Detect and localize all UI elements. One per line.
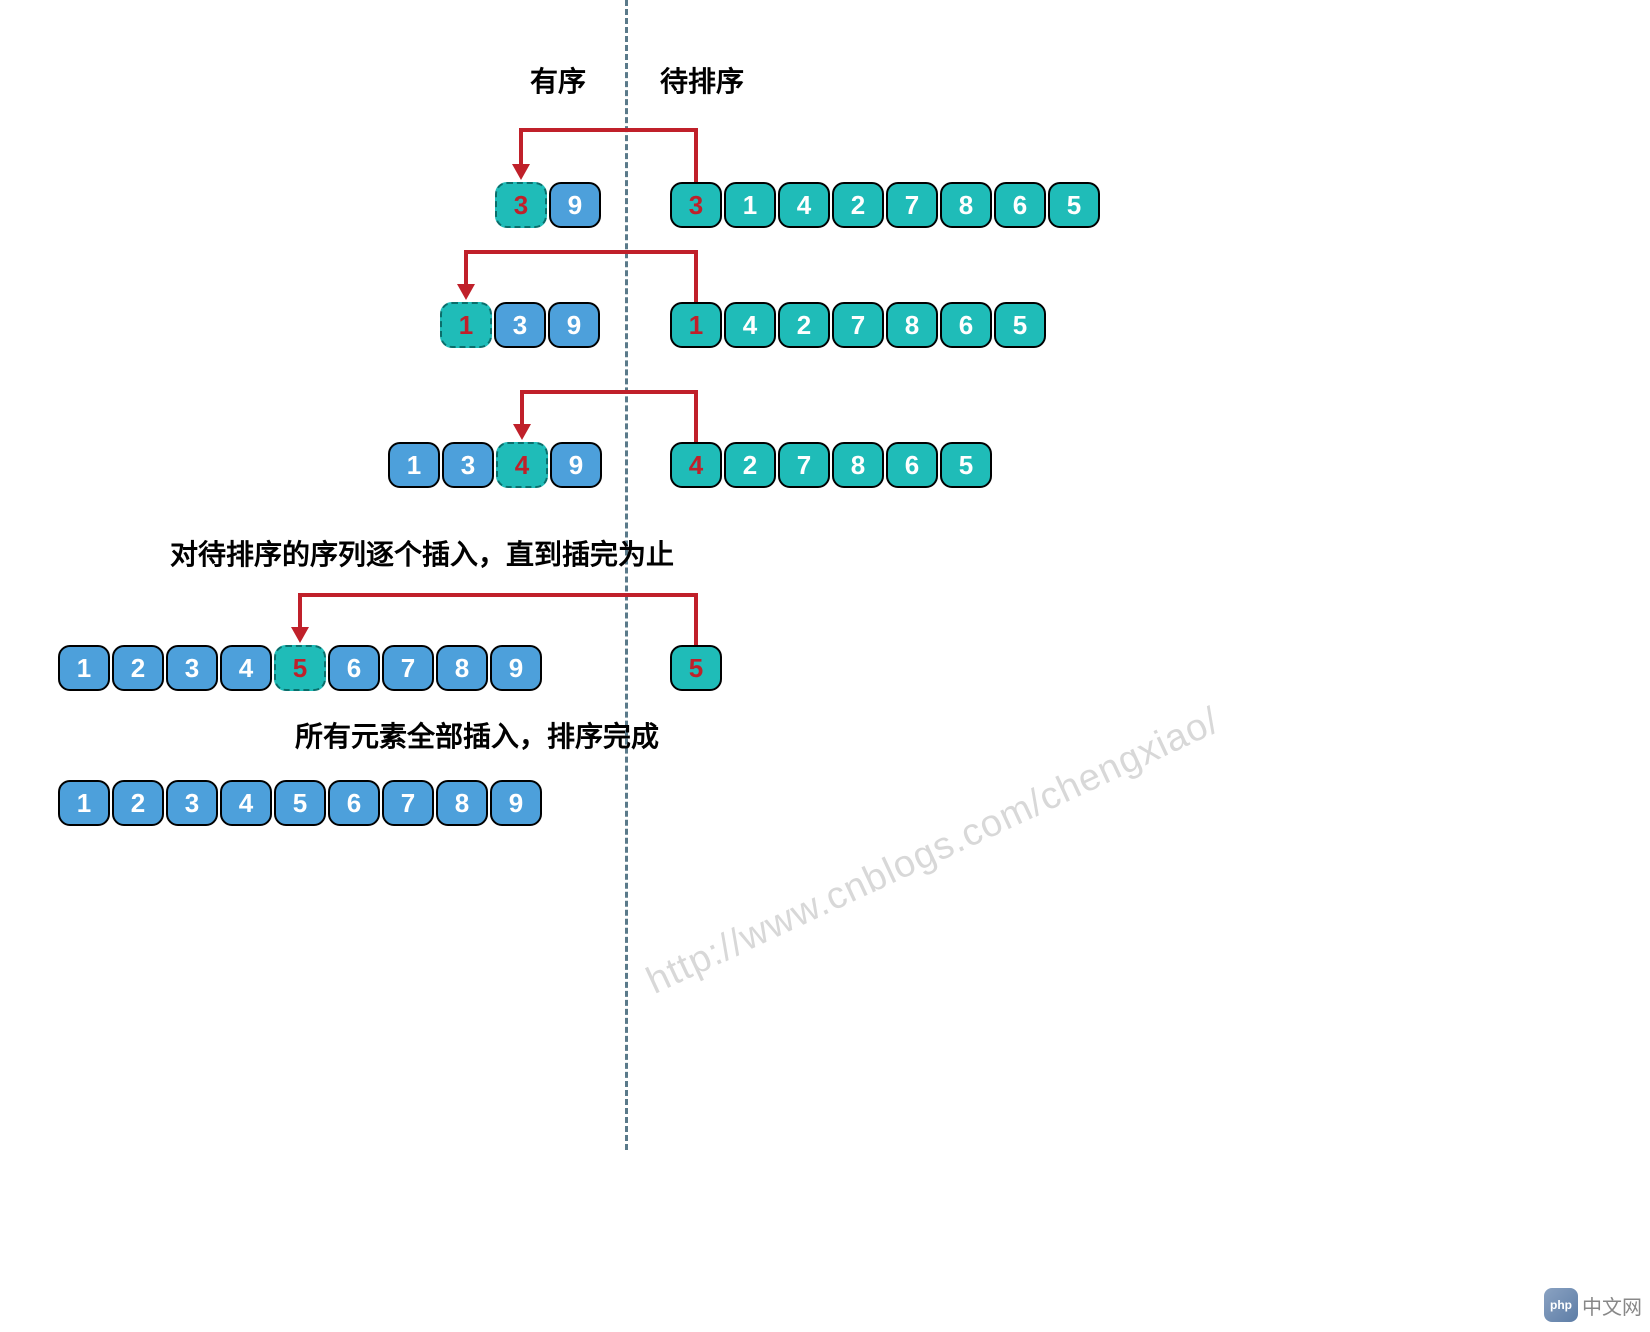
arrow-line [300, 595, 696, 645]
cell: 5 [994, 302, 1046, 348]
cell: 5 [274, 645, 326, 691]
cell: 9 [550, 442, 602, 488]
site-badge: php 中文网 [1544, 1288, 1642, 1322]
watermark-text: http://www.cnblogs.com/chengxiao/ [640, 700, 1226, 1004]
cell: 1 [58, 645, 110, 691]
cell: 7 [382, 780, 434, 826]
header-unsorted: 待排序 [660, 60, 744, 100]
diagram-canvas: 有序 待排序 对待排序的序列逐个插入，直到插完为止 所有元素全部插入，排序完成 … [0, 0, 1650, 1332]
cell: 4 [220, 645, 272, 691]
cell-row: 31427865 [670, 182, 1100, 228]
arrow-head-icon [291, 627, 309, 643]
cell: 1 [724, 182, 776, 228]
cell: 3 [442, 442, 494, 488]
cell: 8 [940, 182, 992, 228]
cell: 4 [220, 780, 272, 826]
cell: 5 [274, 780, 326, 826]
cell: 3 [670, 182, 722, 228]
cell: 1 [58, 780, 110, 826]
cell-row: 427865 [670, 442, 992, 488]
cell: 3 [494, 302, 546, 348]
cell: 9 [548, 302, 600, 348]
cell-row: 1349 [388, 442, 602, 488]
cell-row: 123456789 [58, 780, 542, 826]
cell: 4 [670, 442, 722, 488]
cell: 7 [832, 302, 884, 348]
cell: 4 [496, 442, 548, 488]
cell: 7 [778, 442, 830, 488]
cell: 2 [724, 442, 776, 488]
cell: 8 [436, 780, 488, 826]
cell: 2 [112, 780, 164, 826]
cell: 1 [670, 302, 722, 348]
cell: 6 [994, 182, 1046, 228]
cell: 5 [670, 645, 722, 691]
cell: 6 [328, 780, 380, 826]
cell: 7 [382, 645, 434, 691]
cell: 5 [940, 442, 992, 488]
cell: 3 [166, 780, 218, 826]
arrow-head-icon [513, 424, 531, 440]
arrow-head-icon [457, 284, 475, 300]
cell: 2 [832, 182, 884, 228]
vertical-divider [625, 0, 628, 1150]
cell: 5 [1048, 182, 1100, 228]
cell: 6 [940, 302, 992, 348]
cell: 7 [886, 182, 938, 228]
cell-row: 39 [495, 182, 601, 228]
cell: 8 [886, 302, 938, 348]
cell-row: 123456789 [58, 645, 542, 691]
cell: 6 [328, 645, 380, 691]
cell: 3 [166, 645, 218, 691]
php-icon: php [1544, 1288, 1578, 1322]
cell-row: 1427865 [670, 302, 1046, 348]
arrow-line [522, 392, 696, 442]
cell: 1 [440, 302, 492, 348]
arrow-line [466, 252, 696, 302]
arrow-line [521, 130, 696, 182]
cell: 6 [886, 442, 938, 488]
cell: 4 [724, 302, 776, 348]
arrow-head-icon [512, 164, 530, 180]
badge-label: 中文网 [1582, 1291, 1642, 1320]
header-sorted: 有序 [530, 60, 586, 100]
cell: 8 [832, 442, 884, 488]
cell: 2 [112, 645, 164, 691]
cell: 1 [388, 442, 440, 488]
cell-row: 139 [440, 302, 600, 348]
cell: 4 [778, 182, 830, 228]
cell: 9 [549, 182, 601, 228]
cell: 9 [490, 780, 542, 826]
cell-row: 5 [670, 645, 722, 691]
caption-2: 所有元素全部插入，排序完成 [295, 715, 659, 755]
caption-1: 对待排序的序列逐个插入，直到插完为止 [170, 533, 674, 573]
cell: 2 [778, 302, 830, 348]
cell: 3 [495, 182, 547, 228]
cell: 8 [436, 645, 488, 691]
cell: 9 [490, 645, 542, 691]
